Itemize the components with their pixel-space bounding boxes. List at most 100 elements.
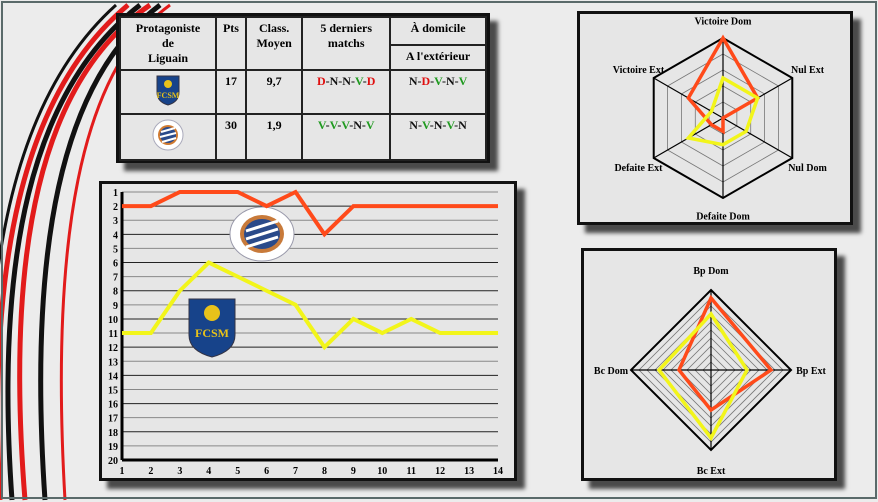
y-tick-label: 2 [113,202,118,213]
logo-lion [204,305,220,321]
x-tick-label: 1 [120,466,125,477]
team-logo-sochaux: FCSM [119,69,217,115]
result-N: N [342,74,351,88]
radar-axis-label: Bp Ext [796,366,826,377]
goals-radar-svg: Bp Dom Bp Ext Bc Ext Bc Dom [594,266,827,477]
y-tick-label: 19 [108,442,118,453]
y-tick-label: 18 [108,428,118,439]
x-tick-label: 11 [407,466,416,477]
radar-axis-label: Bc Dom [594,366,629,377]
radar-axis-label: Defaite Ext [614,163,663,174]
radar-series-sochaux [656,311,750,442]
radar-axis-label: Nul Dom [788,163,827,174]
result-N: N [329,74,339,88]
class-cell: 1,9 [244,113,304,161]
home-away-cell: N-D-V-N-V [389,69,487,115]
header-class: Class. Moyen [244,16,304,71]
svg-text:FCSM: FCSM [157,91,180,100]
x-tick-label: 2 [148,466,153,477]
y-tick-label: 12 [108,343,118,354]
x-tick-label: 14 [493,466,503,477]
x-tick-label: 3 [177,466,182,477]
x-tick-label: 5 [235,466,240,477]
last5-cell: D-N-N-V-D [301,69,392,115]
y-tick-label: 6 [113,259,118,270]
results-radar-chart: Victoire Dom Nul Ext Nul Dom Defaite Dom Def… [577,11,853,225]
class-cell: 9,7 [244,69,304,115]
x-tick-label: 9 [351,466,356,477]
header-last5: 5 derniers matchs [301,16,392,71]
y-tick-label: 15 [108,385,118,396]
team-logo-montpellier [119,113,217,161]
y-tick-label: 5 [113,244,118,255]
result-V: V [421,118,430,132]
y-tick-label: 8 [113,287,118,298]
result-N: N [408,74,418,88]
result-V: V [458,74,468,88]
radar-axis-label: Victoire Ext [613,65,665,76]
ranking-line-chart: 1 2 3 4 5 6 7 8 9 10 11 12 13 14 15 16 17 18 19 20 1 2 3 4 5 6 7 8 9… [99,181,517,481]
pts-cell: 17 [214,69,247,115]
radar-spoke [722,117,793,159]
result-V: V [365,118,375,132]
radar-axis-label: Nul Ext [791,65,825,76]
x-tick-label: 7 [293,466,298,477]
series-line-sochaux [122,260,498,351]
result-N: N [353,118,362,132]
pts-cell: 30 [214,113,247,161]
radar-axis-label: Bp Dom [693,266,729,277]
y-tick-label: 7 [113,273,118,284]
radar-axis-label: Victoire Dom [695,16,753,27]
logo-stripe [245,235,279,249]
y-tick-label: 10 [108,315,118,326]
logo-stripe [245,227,279,241]
result-N: N [445,74,455,88]
result-V: V [329,118,338,132]
y-tick-label: 1 [113,188,118,199]
montpellier-logo [229,206,295,262]
result-V: V [434,74,442,88]
result-N: N [409,118,418,132]
results-radar-svg: Victoire Dom Nul Ext Nul Dom Defaite Dom Def… [613,16,828,222]
y-tick-label: 13 [108,357,118,368]
header-pts: Pts [214,16,247,71]
header-team: Protagoniste de Liguain [119,16,217,71]
y-tick-label: 17 [108,414,118,425]
x-tick-label: 13 [464,466,474,477]
y-tick-label: 16 [108,400,118,411]
last5-cell: V-V-V-N-V [301,113,392,161]
header-home: À domicile [389,16,487,46]
series-line-montpellier [122,189,498,238]
result-V: V [341,118,350,132]
y-tick-label: 20 [108,456,118,467]
x-tick-label: 6 [264,466,269,477]
result-V: V [317,118,326,132]
y-tick-label: 3 [113,216,118,227]
result-N: N [433,118,443,132]
logo-shield [188,298,236,358]
table-row: 30 1,9 V-V-V-N-V N-V-N-V-N [119,113,487,161]
x-tick-label: 12 [435,466,445,477]
y-tick-label: 4 [113,230,118,241]
header-away: A l'extérieur [389,44,487,71]
sochaux-logo: FCSM [188,298,236,358]
result-D: D [316,74,326,88]
result-D: D [421,74,431,88]
result-D: D [366,74,376,88]
y-tick-label: 9 [113,301,118,312]
standings-table: Protagoniste de Liguain Pts Class. Moyen 5 … [116,13,490,163]
y-tick-label: 11 [109,329,118,340]
radar-axis-label: Defaite Dom [696,212,750,222]
radar-axis-label: Bc Ext [697,466,726,477]
result-V: V [446,118,455,132]
radar-series-sochaux [685,75,760,147]
result-V: V [354,74,363,88]
goals-radar-chart: Bp Dom Bp Ext Bc Ext Bc Dom [581,248,837,481]
logo-text: FCSM [195,326,229,340]
y-tick-label: 14 [108,371,118,382]
x-tick-label: 4 [206,466,211,477]
radar-series-montpellier [676,294,774,413]
